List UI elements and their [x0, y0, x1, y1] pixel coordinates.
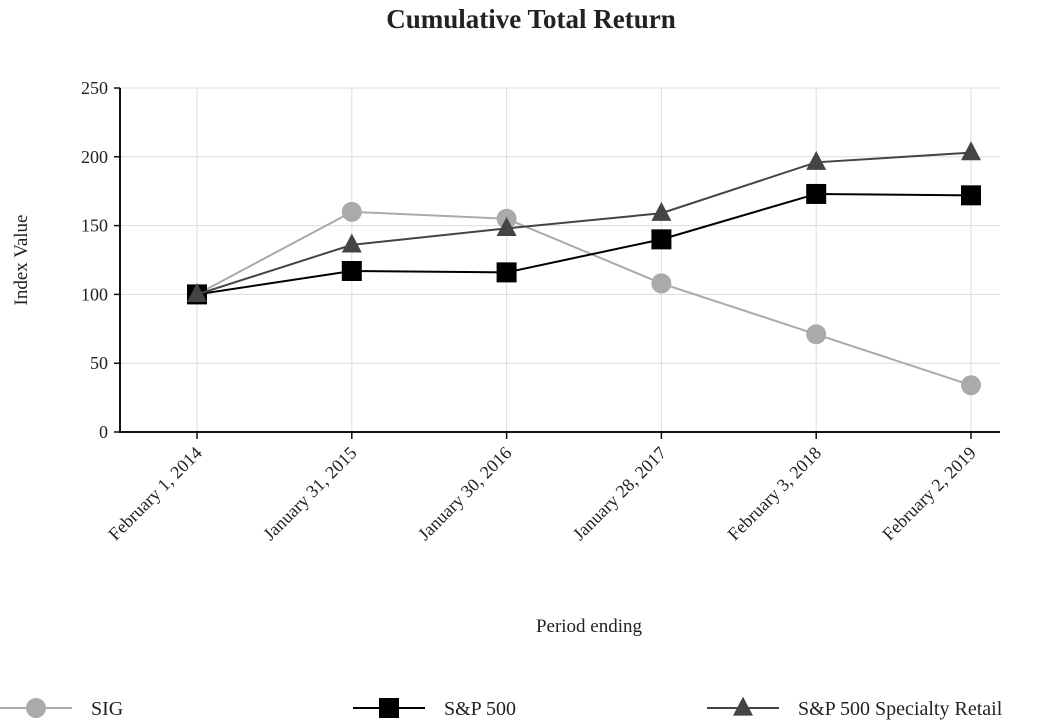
y-axis-title: Index Value	[11, 215, 32, 306]
series-line	[196, 210, 972, 387]
data-point-triangle	[806, 150, 827, 170]
y-axis-ticks: 0 50 100 150 200 250	[81, 78, 120, 442]
x-axis-title: Period ending	[536, 616, 643, 637]
y-tick-label: 50	[90, 353, 108, 373]
series-line	[196, 151, 972, 296]
y-tick-label: 200	[81, 147, 108, 167]
series-sig	[187, 201, 981, 396]
data-point-square	[496, 262, 517, 283]
x-tick-label: January 28, 2017	[569, 443, 670, 544]
chart-title: Cumulative Total Return	[386, 4, 676, 34]
x-tick-label: February 1, 2014	[104, 443, 205, 544]
data-point-triangle	[341, 233, 362, 253]
x-axis-ticks: February 1, 2014 January 31, 2015 January …	[104, 432, 980, 544]
legend-item: SIG	[0, 698, 123, 720]
legend-label: S&P 500 Specialty Retail	[798, 698, 1003, 720]
y-tick-label: 150	[81, 216, 108, 236]
series-s-p-500	[187, 183, 981, 305]
data-point-circle	[961, 375, 981, 396]
legend-label: S&P 500	[444, 698, 516, 720]
data-series	[187, 141, 981, 396]
axes	[119, 88, 1000, 433]
data-point-triangle	[733, 696, 753, 716]
data-point-triangle	[496, 216, 517, 236]
legend-item: S&P 500	[353, 698, 516, 720]
legend: SIG S&P 500 S&P 500 Specialty Retail	[0, 696, 1003, 720]
x-tick-label: February 3, 2018	[724, 443, 825, 544]
legend-label: SIG	[91, 698, 123, 720]
data-point-square	[806, 183, 827, 204]
y-tick-label: 0	[99, 422, 108, 442]
x-tick-label: February 2, 2019	[878, 443, 979, 544]
data-point-square	[379, 698, 399, 718]
data-point-triangle	[961, 141, 981, 161]
series-s-p-500-specialty-retail	[187, 141, 981, 302]
x-tick-label: January 31, 2015	[259, 443, 360, 544]
y-tick-label: 250	[81, 78, 108, 98]
data-point-circle	[651, 273, 672, 294]
data-point-square	[341, 261, 362, 282]
legend-item: S&P 500 Specialty Retail	[707, 696, 1003, 720]
data-point-circle	[341, 201, 362, 222]
y-tick-label: 100	[81, 284, 108, 304]
data-point-triangle	[187, 283, 207, 302]
data-point-circle	[26, 698, 46, 718]
series-line	[196, 192, 972, 296]
data-point-circle	[806, 324, 827, 345]
data-point-square	[651, 229, 672, 250]
data-point-triangle	[651, 201, 672, 221]
x-tick-label: January 30, 2016	[414, 443, 515, 544]
data-point-square	[961, 185, 981, 206]
